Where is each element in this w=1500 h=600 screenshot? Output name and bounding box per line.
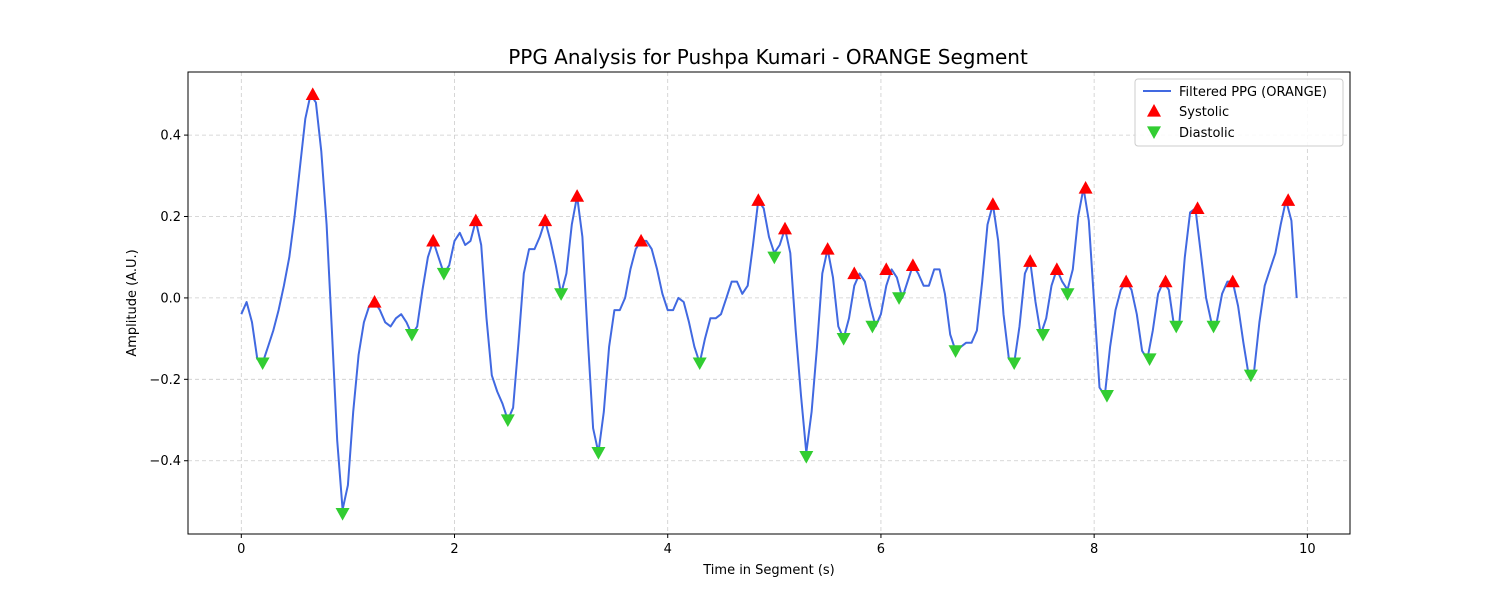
systolic-marker	[1049, 262, 1064, 276]
diastolic-marker	[554, 288, 569, 301]
diastolic-marker	[1060, 288, 1075, 301]
systolic-marker	[1190, 201, 1205, 214]
diastolic-marker	[1099, 390, 1114, 403]
diastolic-marker	[892, 292, 907, 305]
x-tick-label: 10	[1299, 542, 1316, 557]
diastolic-marker	[1007, 357, 1022, 371]
systolic-marker	[468, 213, 483, 227]
legend-box	[1134, 78, 1344, 147]
diastolic-marker	[1142, 353, 1157, 366]
systolic-marker	[1078, 181, 1093, 194]
diastolic-marker	[591, 446, 606, 460]
diastolic-marker	[948, 345, 963, 358]
x-tick-label: 6	[877, 542, 885, 557]
diastolic-marker	[692, 357, 707, 371]
diastolic-marker	[404, 328, 419, 342]
diastolic-marker	[500, 414, 515, 428]
systolic-marker	[305, 87, 320, 100]
systolic-marker	[426, 233, 441, 247]
x-tick-label: 0	[237, 542, 245, 557]
x-tick-label: 2	[450, 542, 458, 557]
systolic-marker	[367, 294, 382, 308]
systolic-marker	[905, 258, 920, 271]
diastolic-marker	[865, 320, 880, 334]
systolic-marker	[570, 189, 585, 202]
diastolic-marker	[1206, 320, 1221, 334]
diastolic-marker	[1035, 328, 1050, 342]
systolic-marker	[777, 221, 792, 235]
diastolic-marker	[1169, 320, 1184, 334]
legend-label: Filtered PPG (ORANGE)	[1179, 85, 1327, 100]
y-tick-label: 0.2	[160, 210, 181, 225]
diastolic-marker	[836, 333, 851, 346]
systolic-marker	[1023, 254, 1038, 267]
diastolic-marker	[799, 451, 814, 464]
systolic-marker	[820, 242, 835, 255]
diastolic-marker	[1243, 369, 1258, 383]
plot-area-frame	[187, 71, 1351, 535]
y-tick-label: 0.0	[160, 291, 181, 306]
legend-label: Systolic	[1179, 105, 1229, 120]
systolic-marker	[1225, 274, 1240, 288]
data-layer	[240, 87, 1298, 521]
legend: Filtered PPG (ORANGE) Systolic Diastolic	[1134, 78, 1344, 147]
ticks: 0 2 4 6 8 10 −0.4 −0.2 0.0 0.2 0.4	[149, 129, 1315, 557]
systolic-marker	[634, 233, 649, 247]
legend-systolic-swatch	[1147, 104, 1161, 117]
x-tick-label: 4	[664, 542, 672, 557]
x-tick-label: 8	[1090, 542, 1098, 557]
series-line-filtered-ppg	[240, 93, 1298, 511]
y-tick-label: −0.2	[149, 373, 181, 388]
legend-diastolic-swatch	[1147, 126, 1161, 139]
diastolic-marker	[436, 267, 451, 281]
systolic-marker	[538, 213, 553, 227]
diastolic-marker	[767, 251, 782, 265]
legend-label: Diastolic	[1179, 126, 1235, 141]
systolic-marker	[1119, 274, 1134, 288]
systolic-marker	[985, 197, 1000, 210]
x-axis-label: Time in Segment (s)	[702, 563, 834, 578]
systolic-marker	[1158, 274, 1173, 288]
y-tick-label: −0.4	[149, 454, 181, 469]
y-axis-label: Amplitude (A.U.)	[125, 249, 140, 356]
diastolic-marker	[335, 508, 350, 521]
systolic-marker	[847, 266, 862, 280]
diastolic-marker	[255, 357, 270, 371]
systolic-marker	[751, 193, 766, 206]
systolic-marker	[1281, 193, 1296, 206]
systolic-marker	[879, 262, 894, 276]
y-tick-label: 0.4	[160, 129, 181, 144]
chart-title: PPG Analysis for Pushpa Kumari - ORANGE …	[508, 45, 1028, 69]
